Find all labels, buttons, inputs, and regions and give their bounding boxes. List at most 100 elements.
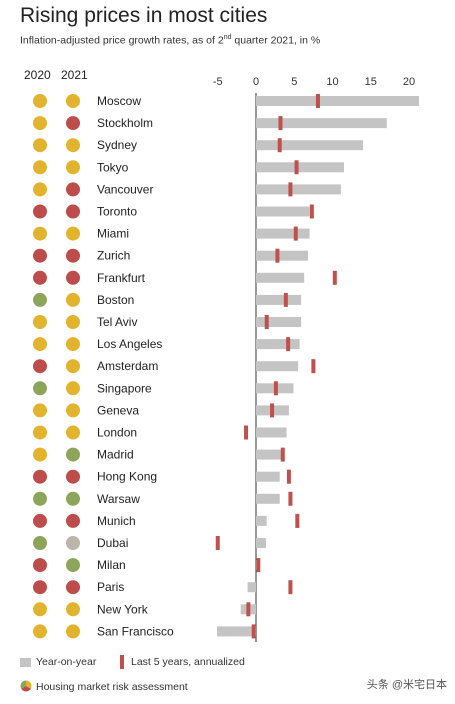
city-label: London bbox=[97, 426, 137, 440]
city-label: Sydney bbox=[97, 138, 137, 152]
city-label: Vancouver bbox=[97, 182, 153, 196]
risk-dot-2020 bbox=[33, 182, 47, 197]
risk-dot-2020 bbox=[33, 270, 47, 285]
risk-dot-2020 bbox=[33, 491, 47, 506]
risk-dot-2021 bbox=[66, 359, 80, 374]
risk-dot-2021 bbox=[66, 94, 80, 108]
risk-dot-2020 bbox=[33, 425, 47, 440]
city-label: Dubai bbox=[97, 536, 128, 550]
risk-dot-2020 bbox=[33, 381, 47, 396]
yoy-bar bbox=[256, 449, 282, 460]
risk-dot-2020 bbox=[33, 536, 47, 550]
five-year-marker bbox=[256, 558, 261, 573]
x-tick-label: 15 bbox=[365, 76, 377, 88]
risk-dot-2020 bbox=[33, 138, 47, 153]
five-year-marker bbox=[215, 536, 220, 550]
risk-dot-2021 bbox=[66, 226, 80, 241]
five-year-marker bbox=[244, 425, 249, 440]
risk-dot-2020 bbox=[33, 226, 47, 241]
risk-dot-2021 bbox=[66, 558, 80, 573]
x-tick-label: -5 bbox=[213, 76, 223, 88]
yoy-bar bbox=[256, 538, 266, 548]
city-label: Tokyo bbox=[97, 160, 129, 174]
yoy-bar bbox=[256, 184, 341, 195]
x-tick-label: 0 bbox=[253, 76, 259, 88]
risk-dot-2021 bbox=[66, 469, 80, 484]
city-label: New York bbox=[97, 602, 149, 616]
risk-dot-2020 bbox=[33, 403, 47, 418]
risk-dot-2020 bbox=[33, 337, 47, 352]
yoy-bar bbox=[256, 493, 280, 504]
yoy-bar bbox=[247, 582, 256, 593]
risk-dot-2020 bbox=[33, 558, 47, 573]
yoy-bar bbox=[256, 140, 364, 151]
city-label: Frankfurt bbox=[97, 271, 146, 285]
city-label: Stockholm bbox=[97, 116, 153, 130]
city-label: Los Angeles bbox=[97, 337, 162, 351]
risk-dot-2020 bbox=[33, 292, 47, 307]
five-year-marker bbox=[277, 138, 282, 153]
risk-dot-2021 bbox=[66, 403, 80, 418]
city-label: Munich bbox=[97, 514, 136, 528]
city-label: Singapore bbox=[97, 381, 152, 395]
city-label: Boston bbox=[97, 293, 134, 307]
watermark: 头条 @米宅日本 bbox=[366, 679, 447, 691]
five-year-marker bbox=[286, 469, 291, 484]
legend-marker-label: Last 5 years, annualized bbox=[131, 656, 245, 668]
yoy-bar bbox=[256, 272, 305, 283]
yoy-bar bbox=[256, 228, 310, 239]
five-year-marker bbox=[293, 226, 298, 241]
city-label: Geneva bbox=[97, 403, 139, 417]
five-year-marker bbox=[295, 513, 300, 528]
five-year-marker bbox=[280, 447, 285, 462]
legend-bar-swatch bbox=[20, 658, 31, 667]
yoy-bar bbox=[256, 250, 309, 261]
risk-dot-2020 bbox=[33, 580, 47, 595]
risk-dot-2021 bbox=[66, 536, 80, 550]
risk-dot-2020 bbox=[33, 513, 47, 528]
city-label: Paris bbox=[97, 580, 124, 594]
five-year-marker bbox=[273, 381, 278, 396]
five-year-marker bbox=[288, 580, 293, 595]
risk-dot-2021 bbox=[66, 182, 80, 197]
yoy-bar bbox=[256, 471, 280, 482]
city-label: San Francisco bbox=[97, 624, 174, 638]
five-year-marker bbox=[309, 204, 314, 219]
risk-dot-2020 bbox=[33, 315, 47, 329]
yoy-bar bbox=[256, 427, 287, 438]
city-label: Moscow bbox=[97, 94, 141, 108]
risk-dot-2021 bbox=[66, 337, 80, 352]
legend-risk-label: Housing market risk assessment bbox=[36, 681, 188, 693]
yoy-bar bbox=[216, 626, 256, 637]
five-year-marker bbox=[246, 602, 251, 617]
risk-dot-2021 bbox=[66, 513, 80, 528]
chart-subtitle: Inflation-adjusted price growth rates, a… bbox=[20, 34, 321, 47]
risk-legend-icon-slice bbox=[20, 680, 26, 689]
risk-dot-2021 bbox=[66, 447, 80, 462]
five-year-marker bbox=[288, 182, 293, 197]
x-tick-label: 5 bbox=[291, 76, 297, 88]
risk-dot-2021 bbox=[66, 602, 80, 617]
five-year-marker bbox=[311, 359, 316, 374]
x-tick-label: 20 bbox=[403, 76, 415, 88]
risk-dot-2020 bbox=[33, 248, 47, 263]
risk-legend-icon-slice bbox=[21, 686, 31, 692]
five-year-marker bbox=[315, 94, 320, 108]
risk-dot-2020 bbox=[33, 160, 47, 175]
five-year-marker bbox=[270, 403, 275, 418]
risk-dot-2020 bbox=[33, 204, 47, 219]
risk-dot-2020 bbox=[33, 469, 47, 484]
risk-dot-2020 bbox=[33, 116, 47, 131]
five-year-marker bbox=[278, 116, 283, 131]
yoy-bar bbox=[256, 294, 302, 305]
five-year-marker bbox=[251, 624, 256, 639]
five-year-marker bbox=[332, 270, 337, 285]
yoy-bar bbox=[256, 162, 344, 173]
legend-bar-label: Year-on-year bbox=[36, 656, 97, 668]
city-label: Tel Aviv bbox=[97, 315, 137, 329]
yoy-bar bbox=[256, 118, 387, 129]
yoy-bar bbox=[256, 96, 419, 106]
x-tick-label: 10 bbox=[326, 76, 338, 88]
risk-dot-2021 bbox=[66, 248, 80, 263]
